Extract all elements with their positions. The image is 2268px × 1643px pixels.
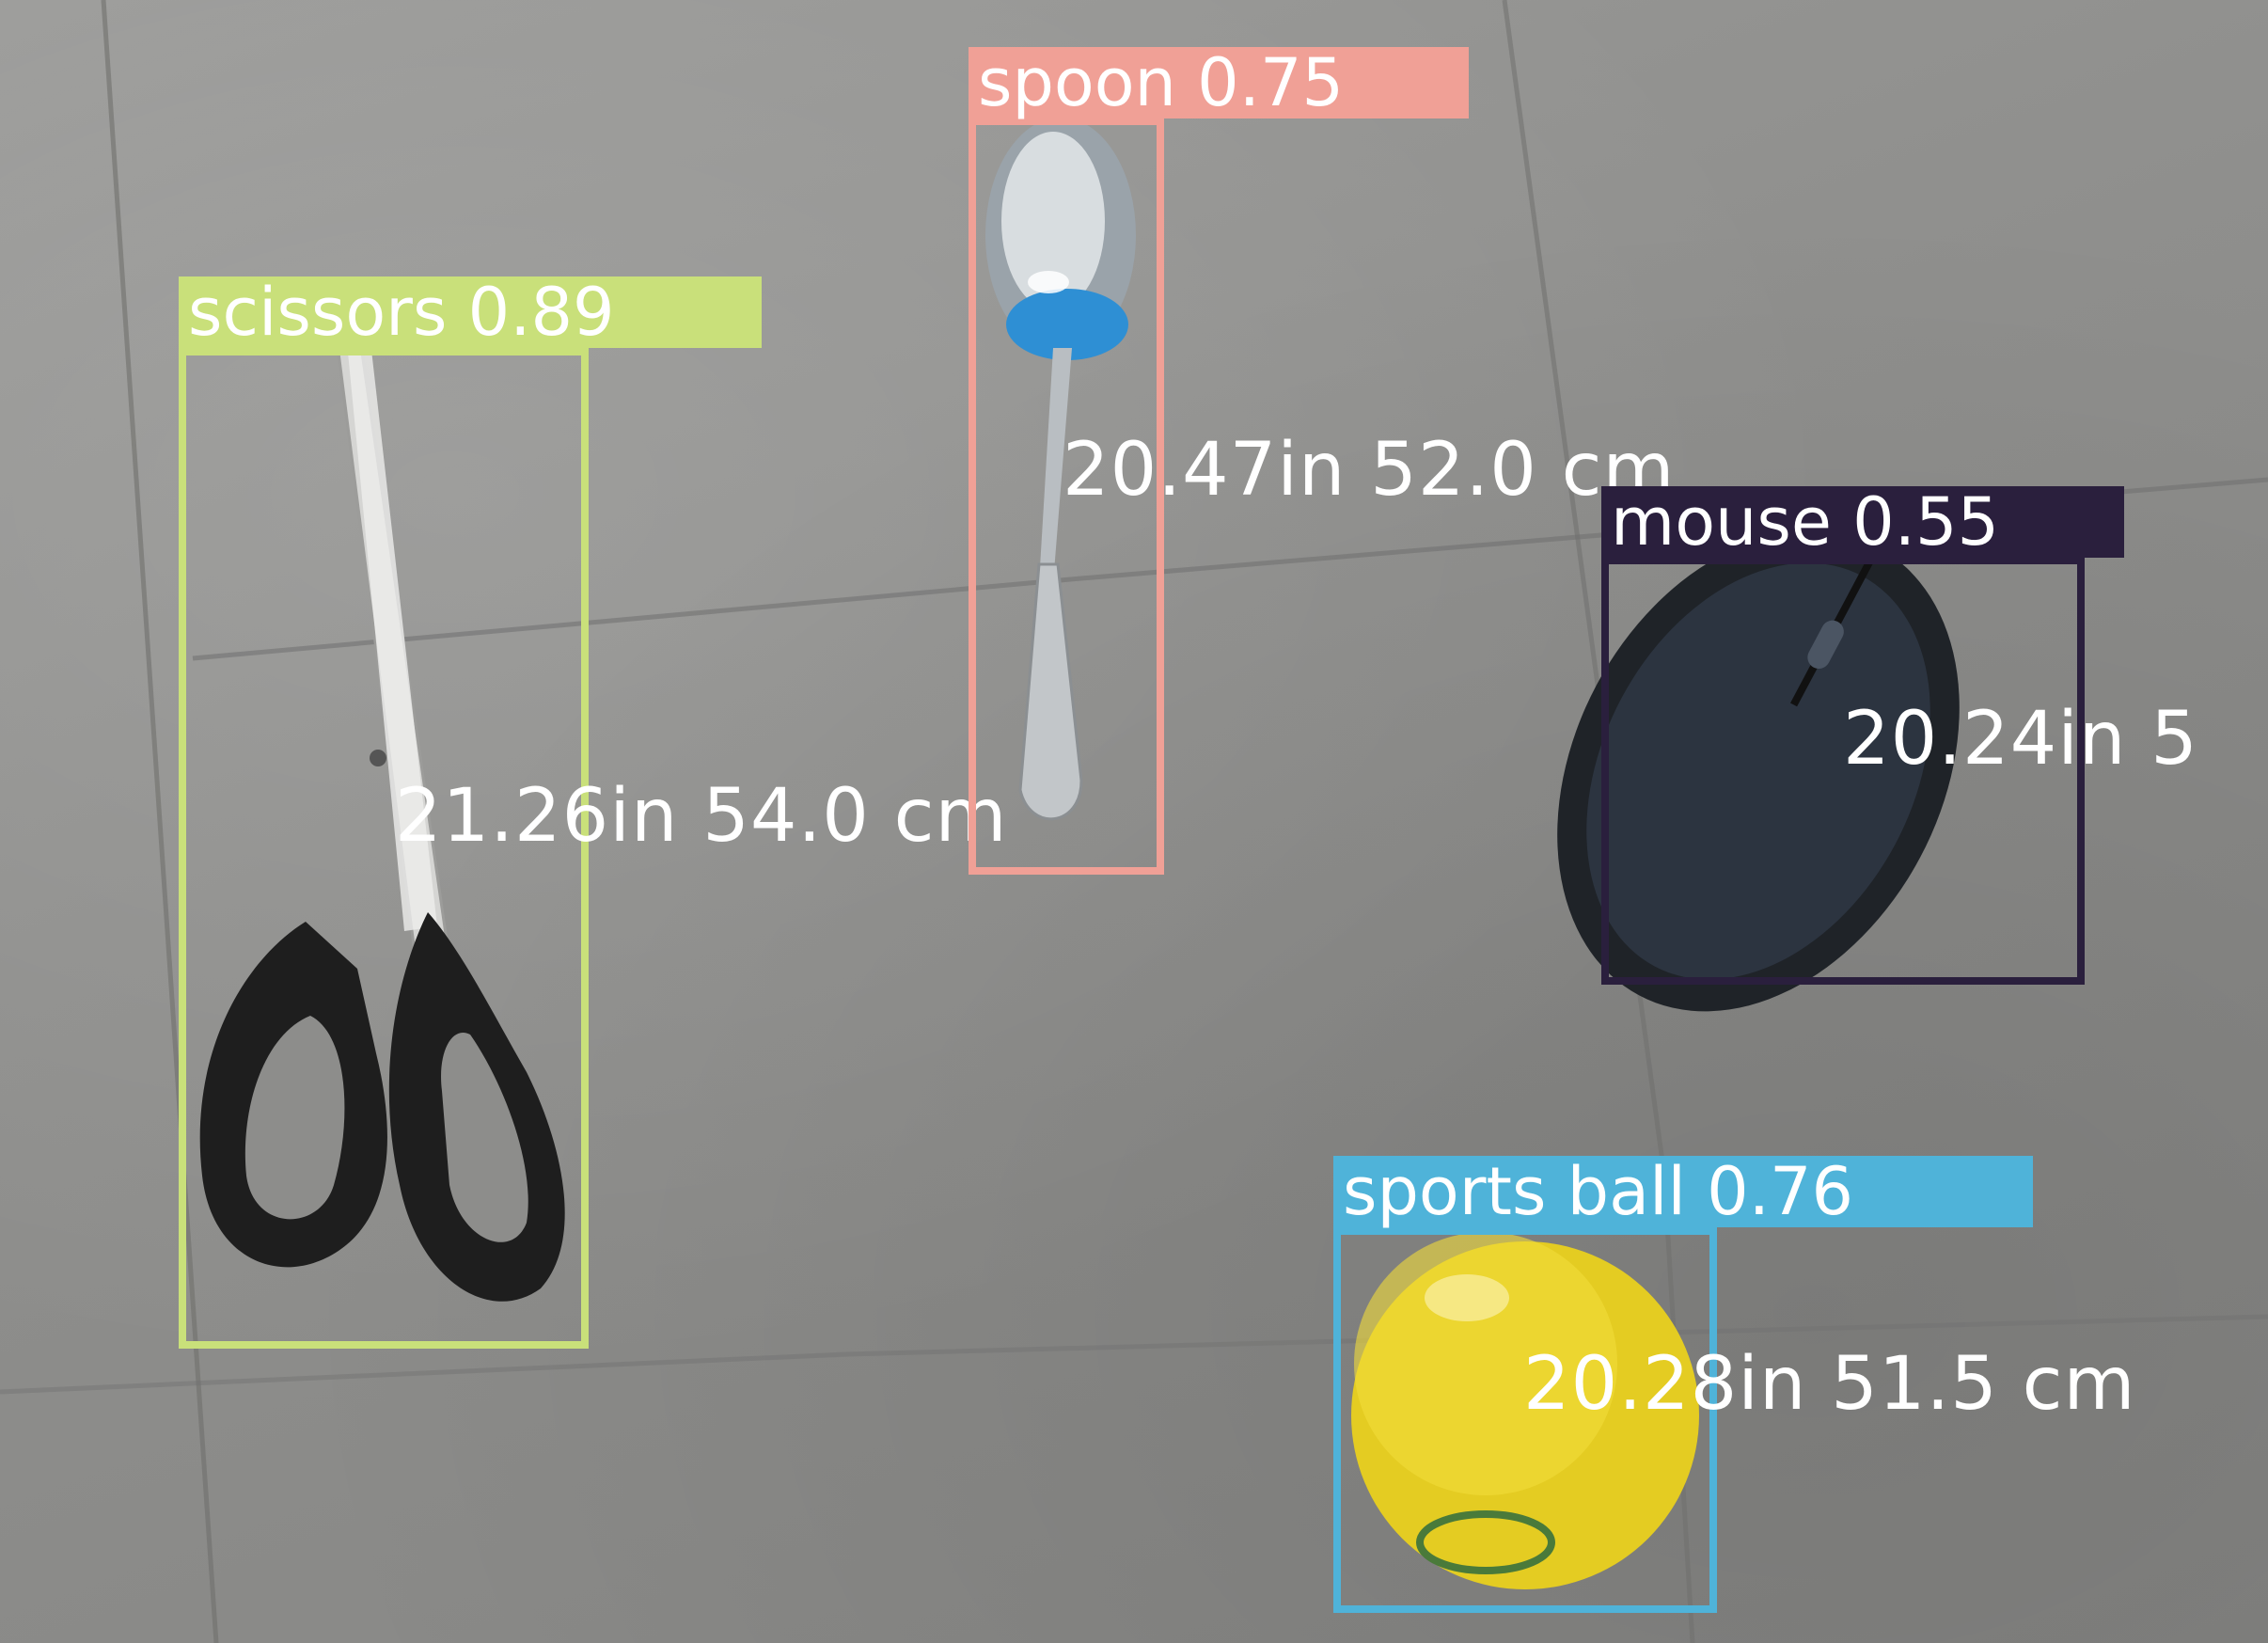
sports-ball-detection-label: sports ball 0.76	[1333, 1156, 2033, 1227]
sports-ball-distance-text: 20.28in 51.5 cm	[1523, 1342, 2136, 1427]
scissors-distance-text: 21.26in 54.0 cm	[395, 774, 1008, 859]
tile-seam	[0, 1314, 2268, 1395]
sports-ball-object	[1351, 1232, 1699, 1589]
spoon-detection-label: spoon 0.75	[969, 47, 1469, 118]
sports-ball-bounding-box	[1333, 1227, 1717, 1613]
mouse-distance-text: 20.24in 5	[1843, 697, 2198, 782]
mouse-bounding-box	[1601, 557, 2085, 985]
mouse-detection-label: mouse 0.55	[1601, 486, 2124, 558]
scissors-object	[199, 350, 565, 1302]
scissors-bounding-box	[179, 348, 589, 1349]
scissors-detection-label: scissors 0.89	[179, 276, 762, 348]
mouse-object	[1557, 530, 1960, 1012]
spoon-bounding-box	[969, 118, 1164, 875]
spoon-distance-text: 20.47in 52.0 cm	[1063, 428, 1676, 513]
spoon-object	[985, 118, 1136, 821]
tile-seam	[101, 0, 219, 1643]
